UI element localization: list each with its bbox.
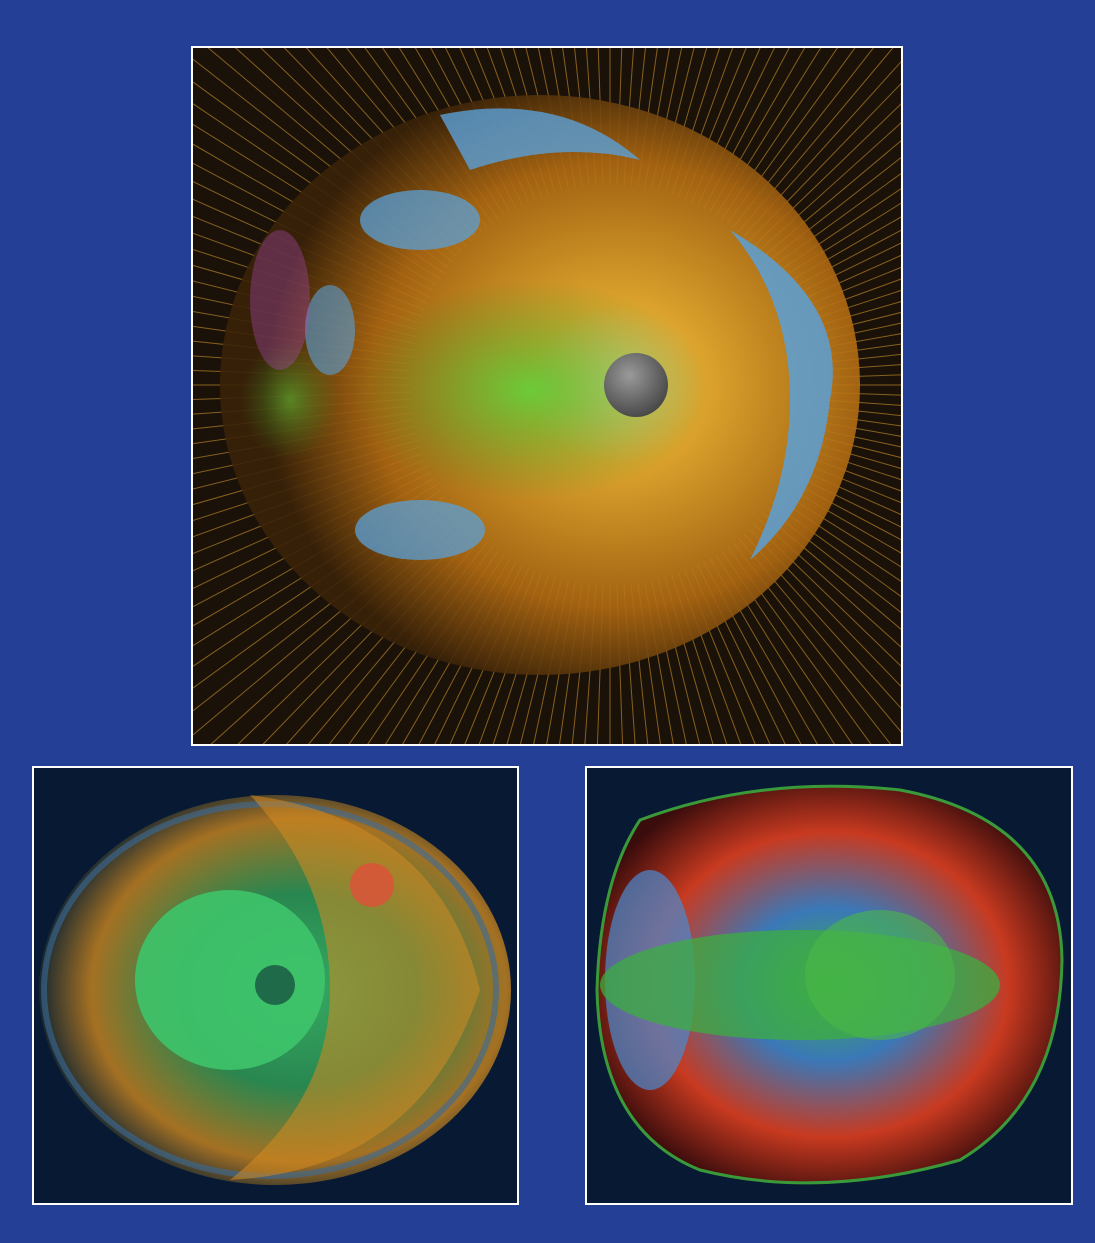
- orange-region: [230, 795, 480, 1180]
- field-line: [677, 48, 734, 198]
- field-line: [684, 570, 756, 744]
- field-line: [795, 459, 901, 504]
- field-line: [806, 419, 901, 437]
- top-simulation: [220, 95, 860, 675]
- field-line: [767, 157, 901, 263]
- field-line: [782, 216, 901, 286]
- field-line: [738, 537, 901, 733]
- field-line: [703, 561, 802, 744]
- field-line: [753, 103, 901, 247]
- field-line: [805, 322, 901, 344]
- field-line: [690, 567, 771, 744]
- field-line: [808, 405, 901, 417]
- blue-patch: [355, 500, 485, 560]
- field-line: [727, 546, 872, 744]
- field-line: [808, 353, 901, 365]
- field-line: [789, 472, 901, 528]
- field-line: [775, 188, 901, 274]
- field-line: [802, 301, 901, 331]
- field-line: [727, 48, 856, 224]
- field-line: [775, 496, 901, 582]
- field-line: [792, 465, 901, 516]
- field-line: [767, 507, 901, 613]
- field-line: [721, 48, 838, 220]
- field-line: [809, 391, 901, 396]
- blue-patch: [360, 190, 480, 250]
- field-line: [709, 48, 806, 213]
- field-line: [748, 528, 901, 688]
- field-line: [797, 278, 901, 318]
- field-line: [684, 48, 747, 200]
- field-line: [789, 242, 901, 298]
- field-line: [792, 254, 901, 305]
- field-line: [743, 533, 901, 709]
- field-line: [703, 48, 790, 209]
- field-line: [795, 266, 901, 311]
- field-line: [806, 333, 901, 351]
- field-line: [709, 557, 818, 744]
- blue-patch: [305, 285, 355, 375]
- field-line: [771, 502, 901, 598]
- field-line: [690, 48, 761, 203]
- green-patch: [240, 340, 340, 460]
- field-line: [805, 426, 901, 448]
- field-line: [753, 523, 901, 667]
- field-line: [779, 202, 901, 280]
- field-line: [797, 452, 901, 492]
- field-line: [800, 446, 901, 481]
- green-core: [805, 910, 955, 1040]
- central-object: [255, 965, 295, 1005]
- field-line: [758, 122, 901, 252]
- field-line: [762, 513, 901, 630]
- field-line: [803, 432, 901, 459]
- blue-front: [730, 230, 833, 560]
- field-line: [721, 550, 853, 744]
- green-core: [350, 280, 710, 500]
- field-line: [779, 490, 901, 568]
- blue-patch: [440, 108, 640, 170]
- field-line: [677, 572, 742, 744]
- red-blob: [350, 863, 394, 907]
- field-line: [809, 398, 901, 406]
- green-core: [135, 890, 325, 1070]
- field-line: [807, 412, 901, 427]
- field-line: [758, 518, 901, 648]
- field-line: [782, 484, 901, 554]
- field-line: [732, 542, 892, 744]
- field-line: [697, 48, 775, 206]
- field-line: [802, 439, 901, 469]
- field-line: [809, 364, 901, 372]
- field-line: [786, 229, 901, 292]
- magenta-patch: [250, 230, 310, 370]
- field-line: [715, 554, 835, 744]
- bottom-left-simulation: [39, 795, 511, 1185]
- field-line: [809, 374, 901, 379]
- field-line: [743, 61, 901, 237]
- field-line: [762, 140, 901, 257]
- field-line: [748, 82, 901, 242]
- field-line: [786, 478, 901, 541]
- field-line: [771, 172, 901, 268]
- field-line: [732, 48, 874, 228]
- central-object: [604, 353, 668, 417]
- field-line: [738, 48, 894, 233]
- field-line: [800, 289, 901, 324]
- field-line: [715, 48, 822, 216]
- field-line: [807, 343, 901, 358]
- field-line: [803, 311, 901, 338]
- bottom-right-simulation: [595, 784, 1064, 1185]
- field-line: [697, 564, 786, 744]
